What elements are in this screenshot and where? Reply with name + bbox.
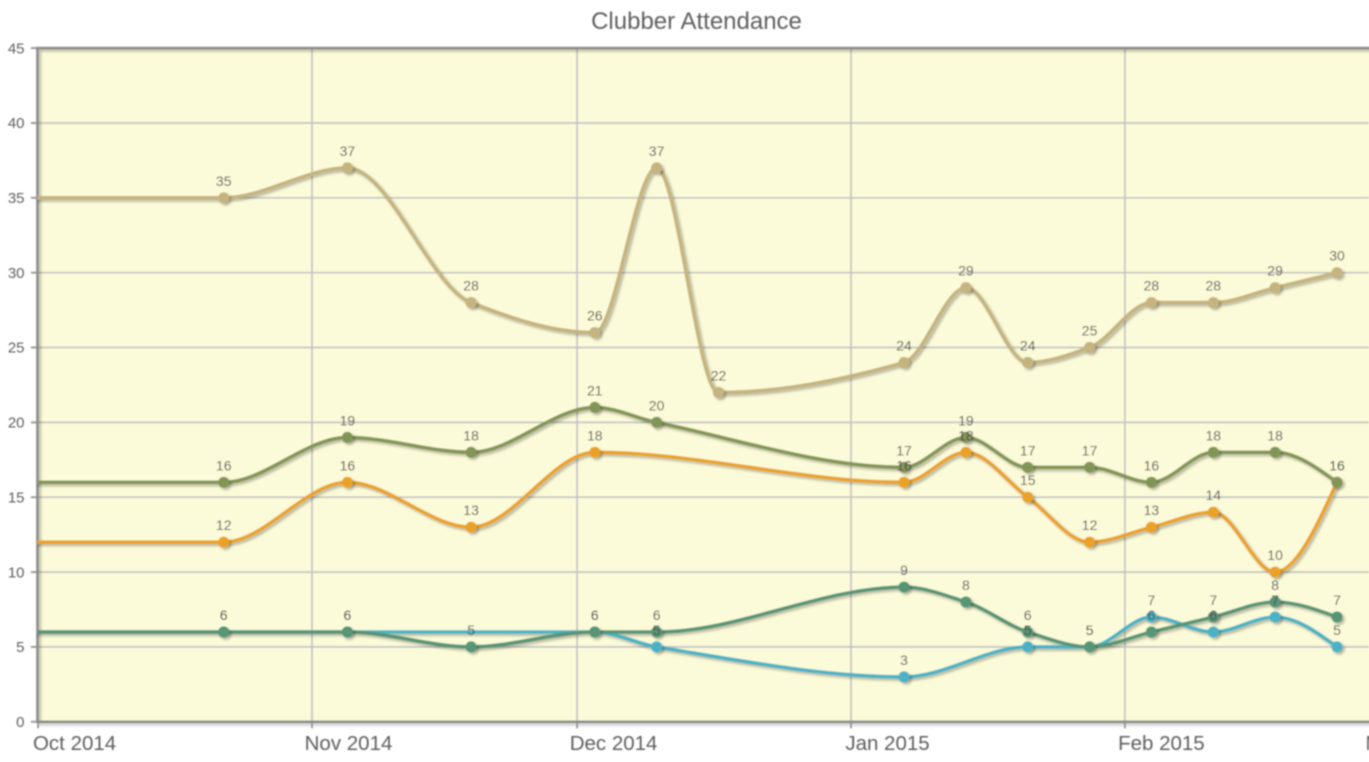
svg-text:9: 9 <box>900 562 908 578</box>
svg-text:16: 16 <box>1329 457 1345 473</box>
svg-text:5: 5 <box>1333 622 1341 638</box>
svg-text:30: 30 <box>1329 248 1345 264</box>
svg-text:25: 25 <box>8 340 25 357</box>
svg-text:29: 29 <box>1267 263 1283 279</box>
svg-text:5: 5 <box>1024 622 1032 638</box>
svg-text:29: 29 <box>958 263 974 279</box>
svg-text:20: 20 <box>649 397 665 413</box>
svg-text:15: 15 <box>8 489 25 506</box>
svg-text:22: 22 <box>711 368 727 384</box>
svg-text:17: 17 <box>1020 442 1036 458</box>
svg-text:28: 28 <box>1206 278 1222 294</box>
svg-text:3: 3 <box>900 652 908 668</box>
svg-text:6: 6 <box>344 607 352 623</box>
svg-text:10: 10 <box>1267 547 1283 563</box>
svg-text:28: 28 <box>1144 278 1160 294</box>
svg-text:16: 16 <box>1144 457 1160 473</box>
svg-text:0: 0 <box>16 714 24 731</box>
svg-text:18: 18 <box>1267 427 1283 443</box>
svg-text:7: 7 <box>1333 592 1341 608</box>
svg-text:28: 28 <box>463 278 479 294</box>
svg-text:6: 6 <box>220 607 228 623</box>
svg-text:17: 17 <box>896 442 912 458</box>
svg-text:45: 45 <box>8 40 25 57</box>
svg-text:16: 16 <box>340 457 356 473</box>
svg-text:7: 7 <box>1271 592 1279 608</box>
svg-text:26: 26 <box>587 308 603 324</box>
svg-text:6: 6 <box>1024 607 1032 623</box>
svg-text:6: 6 <box>220 607 228 623</box>
svg-text:18: 18 <box>463 427 479 443</box>
svg-text:14: 14 <box>1206 487 1222 503</box>
svg-text:19: 19 <box>340 412 356 428</box>
svg-text:15: 15 <box>1020 472 1036 488</box>
svg-text:5: 5 <box>653 622 661 638</box>
svg-text:5: 5 <box>1086 622 1094 638</box>
svg-text:21: 21 <box>587 382 603 398</box>
svg-text:5: 5 <box>1086 622 1094 638</box>
svg-text:13: 13 <box>463 502 479 518</box>
svg-text:20: 20 <box>8 415 25 432</box>
svg-text:35: 35 <box>8 190 25 207</box>
svg-text:12: 12 <box>216 517 232 533</box>
svg-text:5: 5 <box>467 622 475 638</box>
svg-text:8: 8 <box>962 577 970 593</box>
svg-text:Nov 2014: Nov 2014 <box>305 732 393 755</box>
svg-text:7: 7 <box>1209 592 1217 608</box>
svg-text:18: 18 <box>587 427 603 443</box>
svg-text:35: 35 <box>216 173 232 189</box>
svg-text:6: 6 <box>1209 607 1217 623</box>
svg-text:13: 13 <box>1144 502 1160 518</box>
svg-text:16: 16 <box>1329 457 1345 473</box>
svg-text:7: 7 <box>1148 592 1156 608</box>
svg-text:12: 12 <box>1082 517 1098 533</box>
svg-text:24: 24 <box>896 338 912 354</box>
svg-text:6: 6 <box>591 607 599 623</box>
svg-text:30: 30 <box>8 265 25 282</box>
svg-text:17: 17 <box>1082 442 1098 458</box>
svg-text:19: 19 <box>958 412 974 428</box>
svg-text:18: 18 <box>1206 427 1222 443</box>
svg-text:6: 6 <box>344 607 352 623</box>
svg-text:Clubber Attendance: Clubber Attendance <box>591 8 802 35</box>
svg-text:24: 24 <box>1020 338 1036 354</box>
svg-text:37: 37 <box>649 143 665 159</box>
svg-text:8: 8 <box>1271 577 1279 593</box>
svg-text:40: 40 <box>8 115 25 132</box>
svg-text:6: 6 <box>1148 607 1156 623</box>
svg-text:Oct 2014: Oct 2014 <box>33 732 116 755</box>
svg-text:5: 5 <box>16 639 24 656</box>
svg-text:6: 6 <box>591 607 599 623</box>
svg-text:16: 16 <box>896 457 912 473</box>
svg-text:16: 16 <box>216 457 232 473</box>
svg-text:6: 6 <box>653 607 661 623</box>
svg-text:25: 25 <box>1082 323 1098 339</box>
svg-text:10: 10 <box>8 564 25 581</box>
svg-text:Feb 2015: Feb 2015 <box>1118 732 1205 755</box>
svg-text:37: 37 <box>340 143 356 159</box>
svg-text:Jan 2015: Jan 2015 <box>845 732 929 755</box>
svg-text:Dec 2014: Dec 2014 <box>570 732 658 755</box>
svg-text:Mar 2015: Mar 2015 <box>1365 732 1369 755</box>
svg-text:18: 18 <box>958 427 974 443</box>
